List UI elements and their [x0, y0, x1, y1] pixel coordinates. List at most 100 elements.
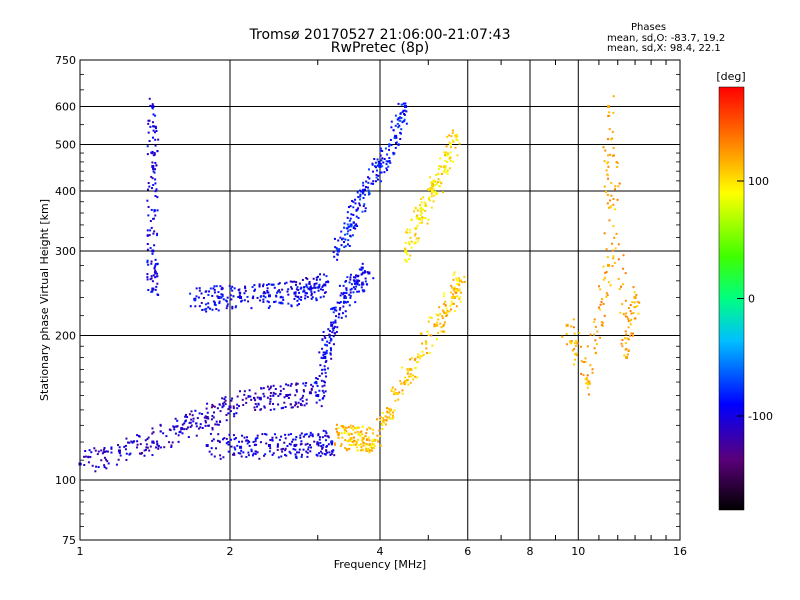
data-point: [311, 296, 314, 299]
x-tick-label: 6: [464, 545, 471, 558]
data-point: [304, 384, 307, 387]
data-point: [205, 407, 208, 410]
data-point: [449, 304, 452, 307]
data-point: [319, 455, 322, 458]
data-point: [314, 286, 317, 289]
data-point: [613, 261, 616, 264]
data-point: [453, 287, 456, 290]
data-point: [192, 420, 195, 423]
data-point: [403, 105, 407, 109]
data-point: [624, 299, 627, 302]
data-point: [156, 275, 159, 278]
data-point: [303, 390, 306, 393]
data-point: [561, 335, 564, 338]
data-point: [130, 440, 133, 443]
data-point: [149, 278, 152, 281]
data-point: [446, 160, 449, 163]
data-point: [178, 431, 181, 434]
data-point: [334, 246, 337, 249]
data-point: [212, 438, 215, 441]
data-point: [231, 305, 234, 308]
data-point: [259, 299, 262, 302]
data-point: [345, 427, 348, 430]
data-point: [463, 280, 466, 283]
data-point: [421, 350, 424, 353]
data-point: [396, 118, 399, 121]
data-point: [319, 288, 322, 291]
data-point: [185, 428, 188, 431]
data-point: [154, 178, 157, 181]
data-point: [311, 435, 314, 438]
data-point: [410, 357, 413, 360]
data-point: [276, 443, 279, 446]
data-point: [360, 286, 363, 289]
data-point: [148, 140, 151, 143]
data-point: [414, 234, 417, 237]
data-point: [287, 433, 290, 436]
data-point: [266, 385, 269, 388]
data-point: [153, 125, 156, 128]
data-point: [79, 463, 82, 466]
data-point: [586, 345, 589, 348]
data-point: [440, 165, 443, 168]
data-point: [611, 249, 614, 252]
data-point: [262, 292, 265, 295]
data-point: [246, 436, 249, 439]
data-point: [241, 440, 244, 443]
data-point: [290, 287, 293, 290]
data-point: [381, 411, 384, 414]
data-point: [610, 181, 613, 184]
data-point: [333, 237, 336, 240]
data-point: [419, 207, 422, 210]
data-point: [456, 154, 459, 157]
data-point: [269, 439, 272, 442]
data-point: [262, 300, 265, 303]
data-point: [150, 290, 153, 293]
data-point: [355, 426, 358, 429]
data-point: [156, 209, 159, 212]
data-point: [443, 154, 446, 157]
data-point: [455, 138, 458, 141]
phase-stats-o-mode: mean, sd,O: -83.7, 19.2: [607, 33, 726, 44]
data-point: [574, 345, 577, 348]
data-point: [261, 285, 264, 288]
data-point: [409, 375, 412, 378]
data-point: [364, 210, 367, 213]
data-point: [183, 422, 186, 425]
data-point: [124, 448, 127, 451]
x-tick-label: 1: [77, 545, 84, 558]
data-point: [463, 275, 466, 278]
data-point: [352, 213, 355, 216]
data-point: [409, 254, 412, 257]
data-point: [305, 402, 308, 405]
data-point: [213, 291, 216, 294]
data-point: [344, 439, 347, 442]
data-point: [317, 433, 320, 436]
data-point: [222, 298, 225, 301]
data-point: [592, 320, 595, 323]
data-point: [368, 443, 371, 446]
data-point: [294, 404, 297, 407]
data-point: [93, 447, 96, 450]
data-point: [300, 453, 303, 456]
data-point: [357, 426, 360, 429]
data-point: [221, 287, 224, 290]
data-point: [110, 451, 113, 454]
data-point: [311, 433, 314, 436]
data-point: [347, 206, 350, 209]
data-point: [320, 356, 323, 359]
data-point: [321, 436, 324, 439]
x-tick-label: 2: [227, 545, 234, 558]
data-point: [236, 407, 239, 410]
data-point: [318, 452, 321, 455]
data-point: [392, 129, 395, 132]
data-point: [306, 455, 309, 458]
data-point: [453, 286, 456, 289]
data-point: [328, 342, 331, 345]
data-point: [443, 312, 446, 315]
data-point: [443, 321, 446, 324]
data-point: [343, 241, 346, 244]
data-point: [152, 113, 155, 116]
data-point: [335, 309, 338, 312]
data-point: [150, 151, 153, 154]
